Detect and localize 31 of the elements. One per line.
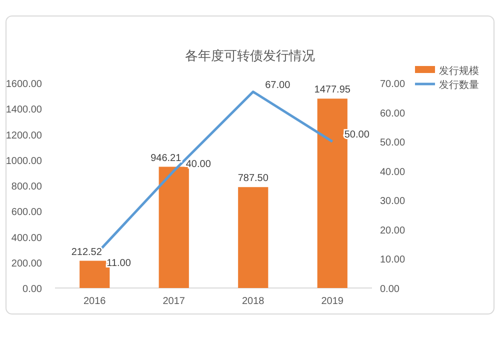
y-tick-label: 1600.00: [6, 79, 42, 90]
data-label: 1477.95: [314, 84, 351, 96]
data-label: 946.21: [150, 152, 182, 164]
bar: [158, 166, 189, 288]
chart-title: 各年度可转债发行情况: [185, 48, 315, 63]
bar: [238, 187, 268, 288]
x-tick-label: 2016: [84, 296, 106, 307]
x-tick-label: 2017: [162, 296, 186, 307]
y2-tick-label: 40.00: [380, 166, 406, 178]
y2-tick-label: 60.00: [380, 108, 406, 120]
data-label: 40.00: [186, 158, 212, 170]
legend-label: 发行规模: [439, 65, 479, 77]
y2-tick-label: 10.00: [380, 254, 406, 266]
y-tick-label: 1400.00: [6, 104, 42, 116]
data-label: 67.00: [265, 80, 291, 91]
x-tick-label: 2018: [242, 296, 265, 307]
y-tick-label: 0.00: [22, 284, 42, 295]
y-tick-label: 1000.00: [6, 156, 42, 167]
y-tick-label: 600.00: [11, 207, 42, 218]
y2-tick-label: 30.00: [380, 196, 406, 208]
y-tick-label: 800.00: [11, 182, 42, 192]
data-label: 787.50: [238, 173, 269, 184]
y2-tick-label: 50.00: [380, 138, 406, 149]
legend-label: 发行数量: [439, 80, 479, 91]
y2-tick-label: 70.00: [380, 79, 406, 90]
y-tick-label: 400.00: [11, 232, 42, 244]
y2-tick-label: 0.00: [380, 284, 400, 295]
y2-tick-label: 20.00: [380, 225, 406, 236]
x-tick-label: 2019: [321, 296, 344, 307]
y-tick-label: 1200.00: [6, 130, 42, 142]
y-tick-label: 200.00: [11, 258, 42, 270]
